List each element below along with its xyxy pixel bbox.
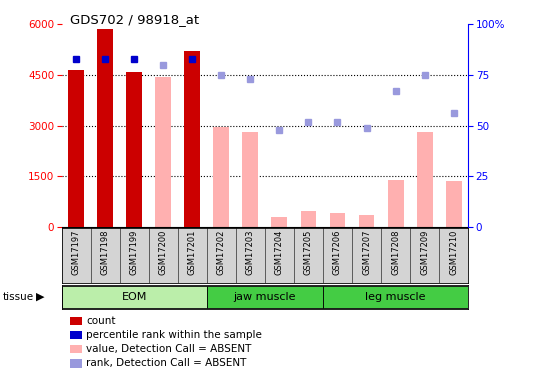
Text: GSM17204: GSM17204 — [275, 229, 284, 274]
Bar — [155, 77, 172, 227]
Bar — [323, 286, 468, 308]
Bar — [214, 128, 229, 227]
Text: percentile rank within the sample: percentile rank within the sample — [86, 330, 262, 340]
Text: GSM17207: GSM17207 — [362, 229, 371, 275]
Bar — [358, 215, 374, 227]
Text: GDS702 / 98918_at: GDS702 / 98918_at — [70, 13, 199, 26]
Text: GSM17209: GSM17209 — [420, 229, 429, 274]
Bar — [97, 30, 114, 227]
Bar — [243, 132, 258, 227]
Bar — [207, 286, 323, 308]
Text: rank, Detection Call = ABSENT: rank, Detection Call = ABSENT — [86, 358, 246, 368]
Text: GSM17199: GSM17199 — [130, 229, 139, 274]
Text: GSM17198: GSM17198 — [101, 229, 110, 275]
Text: leg muscle: leg muscle — [365, 292, 426, 302]
Text: jaw muscle: jaw muscle — [233, 292, 296, 302]
Text: count: count — [86, 316, 116, 326]
Text: GSM17201: GSM17201 — [188, 229, 197, 274]
Bar — [416, 132, 433, 227]
Bar — [68, 70, 84, 227]
Text: GSM17210: GSM17210 — [449, 229, 458, 274]
Text: ▶: ▶ — [36, 292, 45, 302]
Text: tissue: tissue — [3, 292, 34, 302]
Text: GSM17208: GSM17208 — [391, 229, 400, 275]
Bar — [126, 72, 143, 227]
Bar — [185, 51, 201, 227]
Text: EOM: EOM — [122, 292, 147, 302]
Text: value, Detection Call = ABSENT: value, Detection Call = ABSENT — [86, 344, 251, 354]
Bar — [272, 217, 287, 227]
Bar — [329, 213, 345, 227]
Text: GSM17203: GSM17203 — [246, 229, 255, 275]
Text: GSM17205: GSM17205 — [304, 229, 313, 274]
Bar — [445, 182, 462, 227]
Bar — [62, 286, 207, 308]
Text: GSM17200: GSM17200 — [159, 229, 168, 274]
Text: GSM17206: GSM17206 — [333, 229, 342, 275]
Bar — [301, 211, 316, 227]
Text: GSM17202: GSM17202 — [217, 229, 226, 274]
Text: GSM17197: GSM17197 — [72, 229, 81, 275]
Bar — [387, 180, 404, 227]
